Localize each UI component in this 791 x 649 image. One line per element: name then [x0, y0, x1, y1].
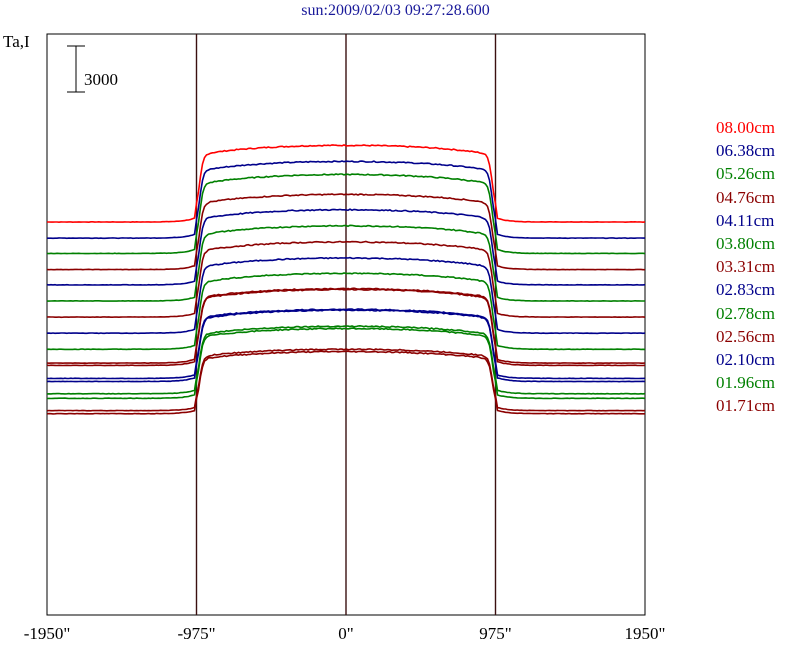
x-tick-label-4: 1950"	[624, 624, 666, 643]
legend-entry-3: 04.76cm	[716, 187, 776, 207]
series-line-4	[46, 208, 646, 286]
series-line-6	[46, 240, 646, 319]
chart-title: sun:2009/02/03 09:27:28.600	[301, 2, 490, 19]
legend: 08.00cm 06.38cm 05.26cm 04.76cm 04.11cm 03.80…	[716, 116, 775, 418]
legend-entry-6: 03.31cm	[716, 257, 776, 277]
legend-entry-9: 02.56cm	[716, 326, 776, 346]
legend-entry-5: 03.80cm	[716, 234, 776, 254]
series-line-16	[46, 348, 646, 412]
legend-entry-10: 02.10cm	[716, 350, 776, 370]
legend-entry-4: 04.11cm	[716, 210, 775, 230]
legend-entry-7: 02.83cm	[716, 280, 776, 300]
series-line-11	[46, 327, 646, 400]
series-line-7	[46, 256, 646, 335]
scale-bar-label: 3000	[84, 70, 118, 89]
legend-entry-1: 06.38cm	[716, 141, 776, 161]
series-line-12	[46, 350, 645, 415]
series-line-2	[46, 173, 646, 255]
y-axis-label: Ta,I	[3, 32, 30, 51]
series-line-15	[46, 324, 646, 395]
x-tick-label-1: -975"	[177, 624, 216, 643]
series-line-5	[47, 224, 645, 303]
series-line-8	[46, 272, 646, 351]
series-line-14	[46, 308, 646, 380]
legend-entry-0: 08.00cm	[716, 118, 776, 137]
series-line-13	[46, 287, 646, 365]
legend-entry-12: 01.71cm	[716, 396, 776, 416]
legend-entry-11: 01.96cm	[716, 373, 776, 393]
series-line-3	[46, 193, 645, 271]
legend-entry-2: 05.26cm	[716, 164, 776, 184]
x-tick-label-2: 0"	[338, 624, 354, 643]
series-line-1	[47, 160, 645, 240]
x-tick-label-0: -1950"	[23, 624, 71, 643]
legend-entry-8: 02.78cm	[716, 303, 776, 323]
x-tick-label-3: 975"	[479, 624, 512, 643]
series-line-0	[47, 144, 646, 224]
